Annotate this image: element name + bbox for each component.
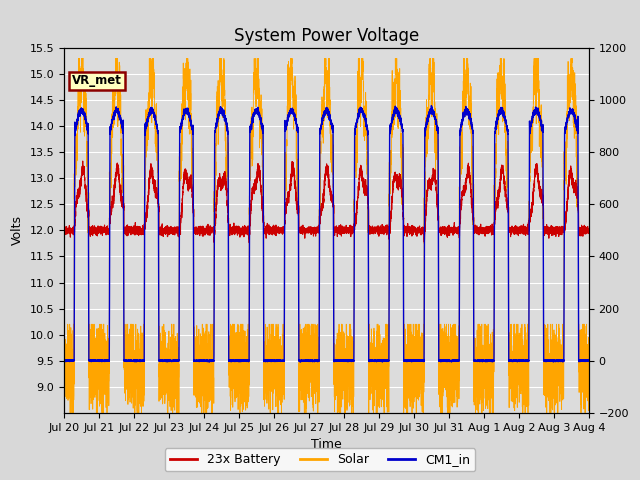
X-axis label: Time: Time <box>311 438 342 451</box>
23x Battery <box>60 228 68 234</box>
CM1_in <box>557 359 564 364</box>
23x Battery <box>239 229 246 235</box>
23x Battery <box>563 208 571 214</box>
23x Battery <box>308 226 316 232</box>
Title: System Power Voltage: System Power Voltage <box>234 27 419 45</box>
Solar <box>459 115 467 121</box>
Solar <box>563 145 571 151</box>
Solar <box>75 56 83 61</box>
Solar <box>67 410 74 416</box>
Line: Solar: Solar <box>64 59 589 413</box>
Solar <box>239 343 246 349</box>
Line: 23x Battery: 23x Battery <box>64 161 589 243</box>
CM1_in <box>585 357 593 362</box>
CM1_in <box>428 103 435 108</box>
CM1_in <box>62 359 70 365</box>
23x Battery <box>459 192 467 198</box>
Y-axis label: Volts: Volts <box>11 216 24 245</box>
23x Battery <box>585 229 593 235</box>
23x Battery <box>79 158 86 164</box>
Line: CM1_in: CM1_in <box>64 106 589 362</box>
CM1_in <box>444 358 452 363</box>
CM1_in <box>563 119 571 124</box>
Solar <box>60 348 68 353</box>
CM1_in <box>60 358 68 363</box>
Legend: 23x Battery, Solar, CM1_in: 23x Battery, Solar, CM1_in <box>164 448 476 471</box>
23x Battery <box>557 228 564 233</box>
Solar <box>557 382 564 388</box>
CM1_in <box>239 358 246 364</box>
Solar <box>308 386 316 392</box>
CM1_in <box>308 358 316 364</box>
Solar <box>585 370 593 375</box>
23x Battery <box>444 226 452 232</box>
Solar <box>444 351 452 357</box>
23x Battery <box>245 240 253 246</box>
CM1_in <box>459 118 467 123</box>
Text: VR_met: VR_met <box>72 74 122 87</box>
